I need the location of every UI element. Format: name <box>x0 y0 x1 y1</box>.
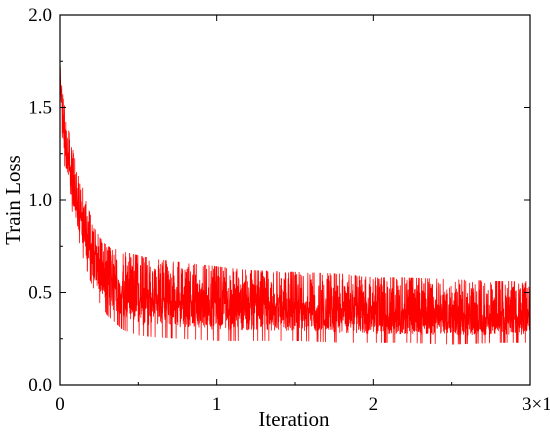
y-tick-label: 1.0 <box>28 190 52 211</box>
y-tick-label: 0.0 <box>28 375 52 396</box>
y-tick-label: 0.5 <box>28 283 52 304</box>
x-tick-label: 3×10 <box>522 394 550 415</box>
train-loss-series-line <box>59 65 531 345</box>
x-tick-label: 0 <box>55 394 65 415</box>
y-axis-label: Train Loss <box>1 155 25 245</box>
y-tick-label: 2.0 <box>28 5 52 26</box>
series-layer <box>59 65 531 345</box>
x-tick-label: 1 <box>212 394 222 415</box>
x-tick-label: 2 <box>369 394 379 415</box>
y-tick-label: 1.5 <box>28 98 52 119</box>
x-axis-label: Iteration <box>258 407 330 431</box>
